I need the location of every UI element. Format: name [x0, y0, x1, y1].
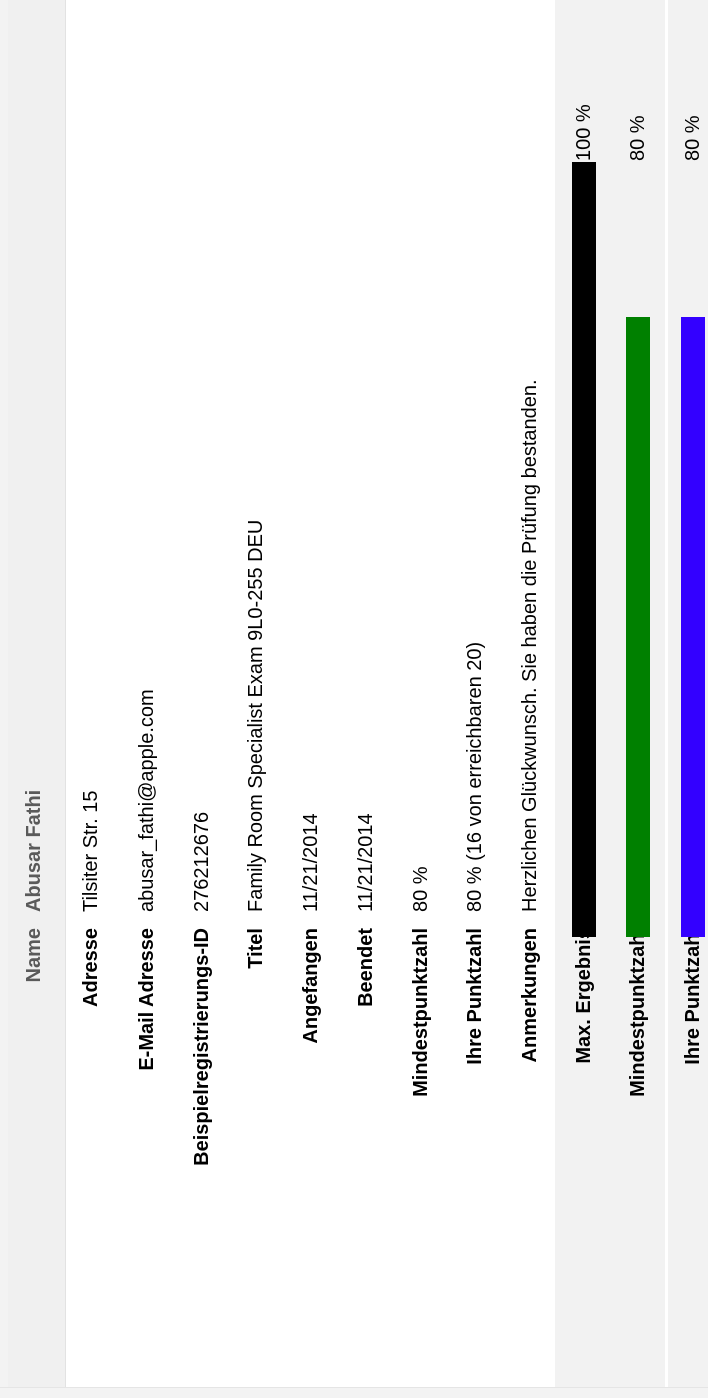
your-score-bar [681, 317, 705, 937]
registration-id-value: 276212676 [191, 811, 213, 912]
max-result-label: Max. Ergebnis [573, 928, 595, 1064]
min-score-label: Mindestpunktzahl [410, 928, 432, 1097]
finished-value: 11/21/2014 [355, 813, 377, 912]
title-value: Family Room Specialist Exam 9L0-255 DEU [245, 519, 267, 912]
header-band [8, 0, 66, 1398]
registration-id-label: Beispielregistrierungs-ID [191, 928, 213, 1166]
your-score-bar-label: Ihre Punktzahl [682, 928, 704, 1065]
address-label: Adresse [80, 928, 102, 1007]
email-value: abusar_fathi@apple.com [136, 689, 158, 912]
your-score-bar-percent: 80 % [682, 115, 704, 161]
bottom-border [0, 1387, 708, 1398]
your-score-label: Ihre Punktzahl [464, 928, 486, 1065]
max-result-percent: 100 % [573, 104, 595, 161]
name-value: Abusar Fathi [23, 789, 45, 912]
finished-label: Beendet [355, 928, 377, 1007]
address-value: Tilsiter Str. 15 [80, 790, 102, 912]
email-label: E-Mail Adresse [136, 928, 158, 1071]
remarks-label: Anmerkungen [519, 928, 541, 1063]
min-score-bar-label: Mindestpunktzahl [627, 928, 649, 1097]
max-result-bar [572, 162, 596, 937]
remarks-value: Herzlichen Glückwunsch. Sie haben die Pr… [519, 379, 541, 912]
min-score-bar-percent: 80 % [627, 115, 649, 161]
your-score-value: 80 % (16 von erreichbaren 20) [464, 641, 486, 912]
started-value: 11/21/2014 [300, 813, 322, 912]
min-score-value: 80 % [410, 866, 432, 912]
name-label: Name [23, 928, 45, 983]
started-label: Angefangen [300, 928, 322, 1044]
title-label: Titel [245, 928, 267, 969]
min-score-bar [626, 317, 650, 937]
left-margin-strip [0, 0, 8, 1398]
